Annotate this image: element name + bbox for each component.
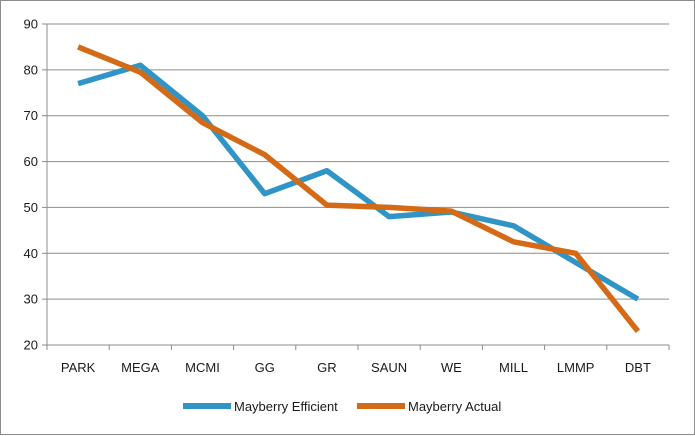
legend-label-efficient: Mayberry Efficient <box>234 399 338 414</box>
x-tick-label-gr: GR <box>317 360 337 375</box>
y-tick-label: 30 <box>24 292 38 307</box>
series-lines <box>78 47 638 331</box>
x-tick-label-dbt: DBT <box>625 360 651 375</box>
x-tick-label-mcmi: MCMI <box>185 360 220 375</box>
y-tick-label: 60 <box>24 154 38 169</box>
y-tick-labels: 20 30 40 50 60 70 80 90 <box>24 17 38 353</box>
series-line-mayberry-actual <box>78 47 638 331</box>
y-tick-label: 40 <box>24 246 38 261</box>
x-tick-label-lmmp: LMMP <box>557 360 595 375</box>
y-tick-label: 20 <box>24 338 38 353</box>
x-tick-label-mega: MEGA <box>121 360 160 375</box>
x-tick-label-mill: MILL <box>499 360 528 375</box>
y-tick-label: 70 <box>24 108 38 123</box>
y-tick-label: 90 <box>24 17 38 32</box>
legend-label-actual: Mayberry Actual <box>408 399 501 414</box>
x-tick-label-park: PARK <box>61 360 96 375</box>
x-tick-label-saun: SAUN <box>371 360 407 375</box>
legend: Mayberry Efficient Mayberry Actual <box>183 399 501 414</box>
y-tick-label: 50 <box>24 200 38 215</box>
x-tick-label-we: WE <box>441 360 462 375</box>
y-tick-label: 80 <box>24 62 38 77</box>
x-tick-label-gg: GG <box>255 360 275 375</box>
x-tick-labels: PARK MEGA MCMI GG GR SAUN WE MILL LMMP DBT <box>61 360 651 375</box>
series-line-mayberry-efficient <box>78 65 638 299</box>
